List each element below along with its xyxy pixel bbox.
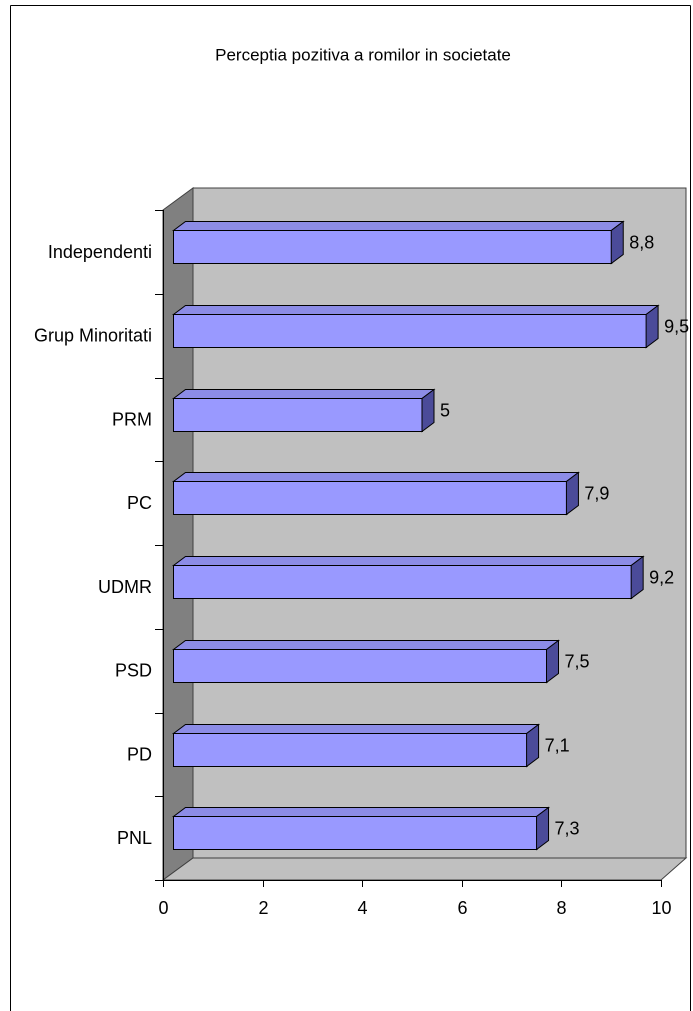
category-label: PNL	[117, 828, 152, 848]
bar-top-face	[172, 472, 580, 482]
data-label: 5	[440, 401, 450, 421]
bar-psd	[172, 639, 560, 684]
x-tick-label: 10	[651, 898, 671, 918]
bar-top-face	[172, 389, 436, 399]
bar-side-face	[536, 806, 550, 851]
bars	[172, 220, 660, 851]
bar-pnl	[172, 806, 551, 851]
bar-top-face	[172, 305, 660, 315]
category-label: PC	[127, 493, 152, 513]
bar-front-face	[173, 481, 568, 515]
bar-side-face	[526, 723, 540, 768]
bar-independenti	[172, 220, 625, 265]
bar-front-face	[173, 565, 633, 599]
bar-pd	[172, 723, 541, 768]
bar-top-face	[172, 221, 625, 231]
data-label: 7,1	[545, 736, 570, 756]
x-tick-label: 0	[158, 898, 168, 918]
x-tick-label: 8	[556, 898, 566, 918]
bar-top-face	[172, 807, 551, 817]
category-label: PRM	[112, 409, 152, 429]
bar-front-face	[173, 649, 548, 683]
x-tick-label: 4	[357, 898, 367, 918]
chart-frame	[10, 5, 691, 1011]
bar-pc	[172, 471, 580, 516]
bar-front-face	[173, 398, 423, 432]
data-label: 7,5	[565, 652, 590, 672]
category-label: PD	[127, 744, 152, 764]
data-labels: 8,8 9,5 5 7,9 9,2 7,5 7,1 7,3	[440, 233, 689, 839]
bar-side-face	[630, 555, 644, 600]
bar-side-face	[610, 220, 624, 265]
category-labels: Independenti Grup Minoritati PRM PC UDMR PSD P…	[34, 242, 152, 848]
data-label: 9,5	[664, 317, 689, 337]
bar-top-face	[172, 556, 645, 566]
x-tick-label: 6	[457, 898, 467, 918]
category-label: Independenti	[48, 242, 152, 262]
bar-front-face	[173, 733, 528, 767]
data-label: 7,9	[584, 484, 609, 504]
bar-side-face	[546, 639, 559, 684]
data-label: 7,3	[555, 819, 580, 839]
bar-side-face	[645, 304, 659, 349]
floor	[161, 857, 688, 881]
x-tick-label: 2	[258, 898, 268, 918]
bar-prm	[172, 388, 436, 433]
category-label: UDMR	[98, 577, 152, 597]
bar-front-face	[173, 314, 648, 348]
bar-top-face	[172, 640, 560, 650]
x-axis-ticks: 0 2 4 6 8 10	[158, 880, 672, 918]
bar-side-face	[421, 388, 435, 433]
chart-title: Perceptia pozitiva a romilor in societat…	[215, 46, 511, 65]
data-label: 9,2	[649, 568, 674, 588]
category-label: PSD	[115, 661, 152, 681]
bar-top-face	[172, 724, 541, 734]
data-label: 8,8	[629, 233, 654, 253]
y-axis-ticks	[155, 210, 163, 881]
bar-side-face	[565, 471, 579, 516]
bar-grup-minoritati	[172, 304, 660, 349]
category-label: Grup Minoritati	[34, 326, 152, 346]
side-wall	[162, 187, 194, 881]
bar-udmr	[172, 555, 645, 600]
bar-front-face	[173, 230, 613, 264]
bar-front-face	[173, 816, 538, 850]
